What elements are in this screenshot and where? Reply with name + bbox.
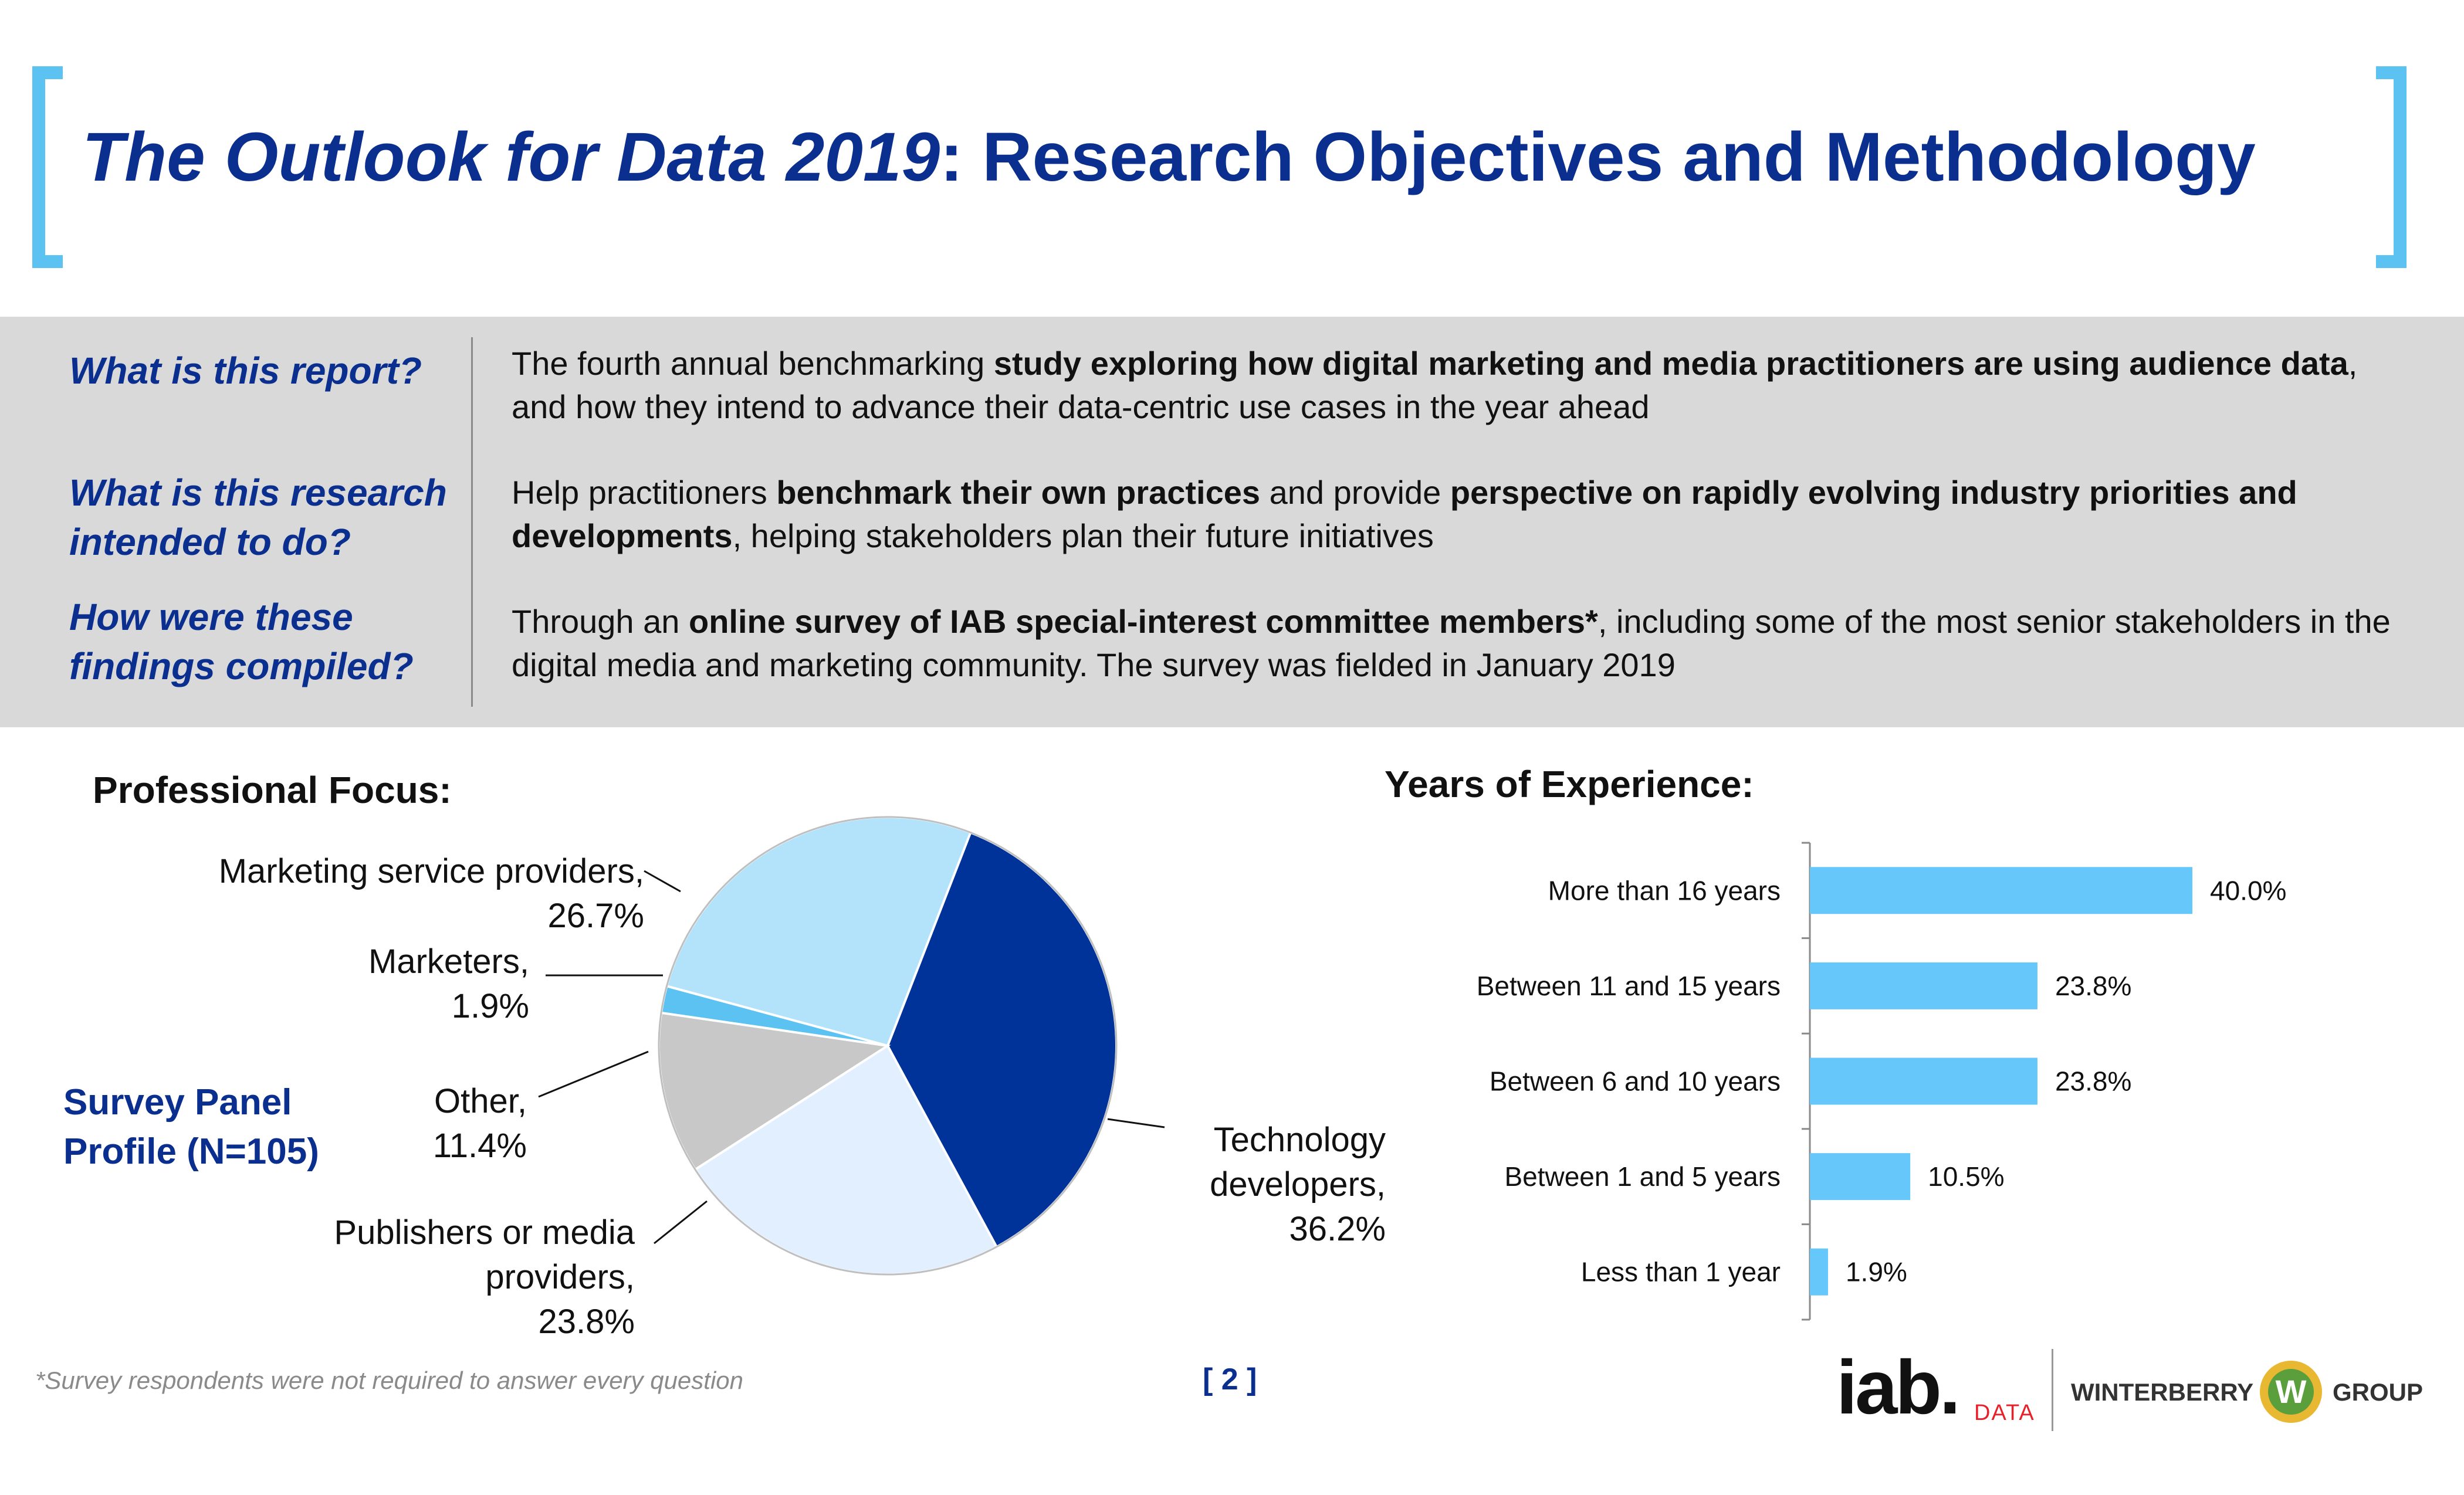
answer-text-run: benchmark their own practices — [776, 474, 1261, 511]
answer-text-run: study exploring how digital marketing an… — [993, 345, 2348, 382]
bar-value-label: 23.8% — [2055, 971, 2131, 1001]
pie-label-publishers-value: 23.8% — [538, 1303, 635, 1341]
title-italic: The Outlook for Data 2019 — [82, 118, 940, 196]
pie-label-technology-name: Technology developers, — [1210, 1121, 1386, 1204]
pie-label-technology: Technology developers, 36.2% — [1186, 1118, 1386, 1252]
pie-label-other-value: 11.4% — [432, 1127, 527, 1165]
answer-text-run: The fourth annual benchmarking — [512, 345, 994, 382]
pie-label-msp-value: 26.7% — [547, 897, 644, 935]
pie-chart-title: Professional Focus: — [93, 769, 452, 811]
bar-1 — [1810, 867, 2192, 914]
answer-report: The fourth annual benchmarking study exp… — [512, 342, 2418, 429]
pie-label-publishers: Publishers or media providers, 23.8% — [306, 1211, 635, 1344]
bar-value-label: 23.8% — [2055, 1066, 2131, 1097]
iab-data-logo-text: DATA — [1974, 1401, 2035, 1425]
pie-label-other-name: Other, — [434, 1082, 527, 1120]
answer-text-run: Help practitioners — [512, 474, 777, 511]
page-number: [ 2 ] — [1203, 1362, 1257, 1396]
answer-text-run: , helping stakeholders plan their future… — [732, 517, 1434, 554]
bar-category-label: Between 1 and 5 years — [1504, 1161, 1781, 1192]
leader-technology — [1107, 1118, 1165, 1128]
iab-logo: iab. — [1836, 1344, 1961, 1430]
bar-value-label: 40.0% — [2210, 875, 2286, 906]
answer-text-run: online survey of IAB special-interest co… — [688, 603, 1598, 640]
pie-label-marketers: Marketers, 1.9% — [368, 940, 529, 1029]
bar-category-label: Less than 1 year — [1581, 1257, 1781, 1287]
question-method: How were these findings compiled? — [69, 596, 414, 687]
bar-5 — [1810, 1248, 1828, 1296]
footnote: *Survey respondents were not required to… — [35, 1367, 744, 1394]
pie-label-marketers-name: Marketers, — [368, 943, 529, 981]
leader-publishers — [654, 1200, 708, 1245]
pie-outline — [658, 816, 1118, 1276]
bar-chart-title: Years of Experience: — [1385, 763, 1754, 805]
bar-3 — [1810, 1057, 2037, 1105]
pie-label-other: Other, 11.4% — [433, 1079, 527, 1168]
pie-label-publishers-name: Publishers or media providers, — [334, 1213, 635, 1296]
bar-value-label: 10.5% — [1928, 1161, 2004, 1192]
answer-method: Through an online survey of IAB special-… — [512, 600, 2418, 687]
left-bracket-decoration — [32, 66, 63, 268]
winterberry-group-text: GROUP — [2333, 1378, 2424, 1406]
answer-intent: Help practitioners benchmark their own p… — [512, 471, 2418, 558]
bar-category-label: Between 6 and 10 years — [1490, 1066, 1781, 1097]
bar-category-label: Between 11 and 15 years — [1477, 971, 1781, 1001]
intro-divider — [471, 337, 473, 707]
pie-label-msp: Marketing service providers, 26.7% — [219, 849, 644, 938]
winterberry-logo-text: WINTERBERRY — [2071, 1378, 2254, 1406]
question-intent: What is this research intended to do? — [69, 472, 447, 563]
pie-label-technology-value: 36.2% — [1289, 1210, 1386, 1248]
answer-text-run: Through an — [512, 603, 689, 640]
answer-text-run: , including some of the most senior stak… — [512, 603, 2391, 683]
panel-profile-label: Survey Panel Profile (N=105) — [63, 1082, 319, 1172]
pie-label-msp-name: Marketing service providers, — [218, 852, 644, 890]
leader-msp — [644, 870, 681, 893]
answer-text-run: perspective on rapidly evolving industry… — [512, 474, 2297, 554]
bar-4 — [1810, 1153, 1911, 1201]
pie-label-marketers-value: 1.9% — [451, 987, 529, 1025]
leader-other — [538, 1050, 649, 1098]
bar-category-label: More than 16 years — [1548, 875, 1781, 906]
logo-separator — [2052, 1349, 2053, 1431]
question-report: What is this report? — [69, 350, 422, 392]
answer-text-run: , and how they intend to advance their d… — [512, 345, 2358, 425]
bar-2 — [1810, 962, 2037, 1009]
title-rest: : Research Objectives and Methodology — [940, 118, 2256, 196]
answer-text-run: and provide — [1260, 474, 1450, 511]
intro-panel — [0, 317, 2464, 727]
bar-value-label: 1.9% — [1846, 1257, 1907, 1287]
page-title: The Outlook for Data 2019: Research Obje… — [82, 117, 2256, 197]
winterberry-w-icon: W — [2268, 1369, 2314, 1415]
right-bracket-decoration — [2376, 66, 2407, 268]
